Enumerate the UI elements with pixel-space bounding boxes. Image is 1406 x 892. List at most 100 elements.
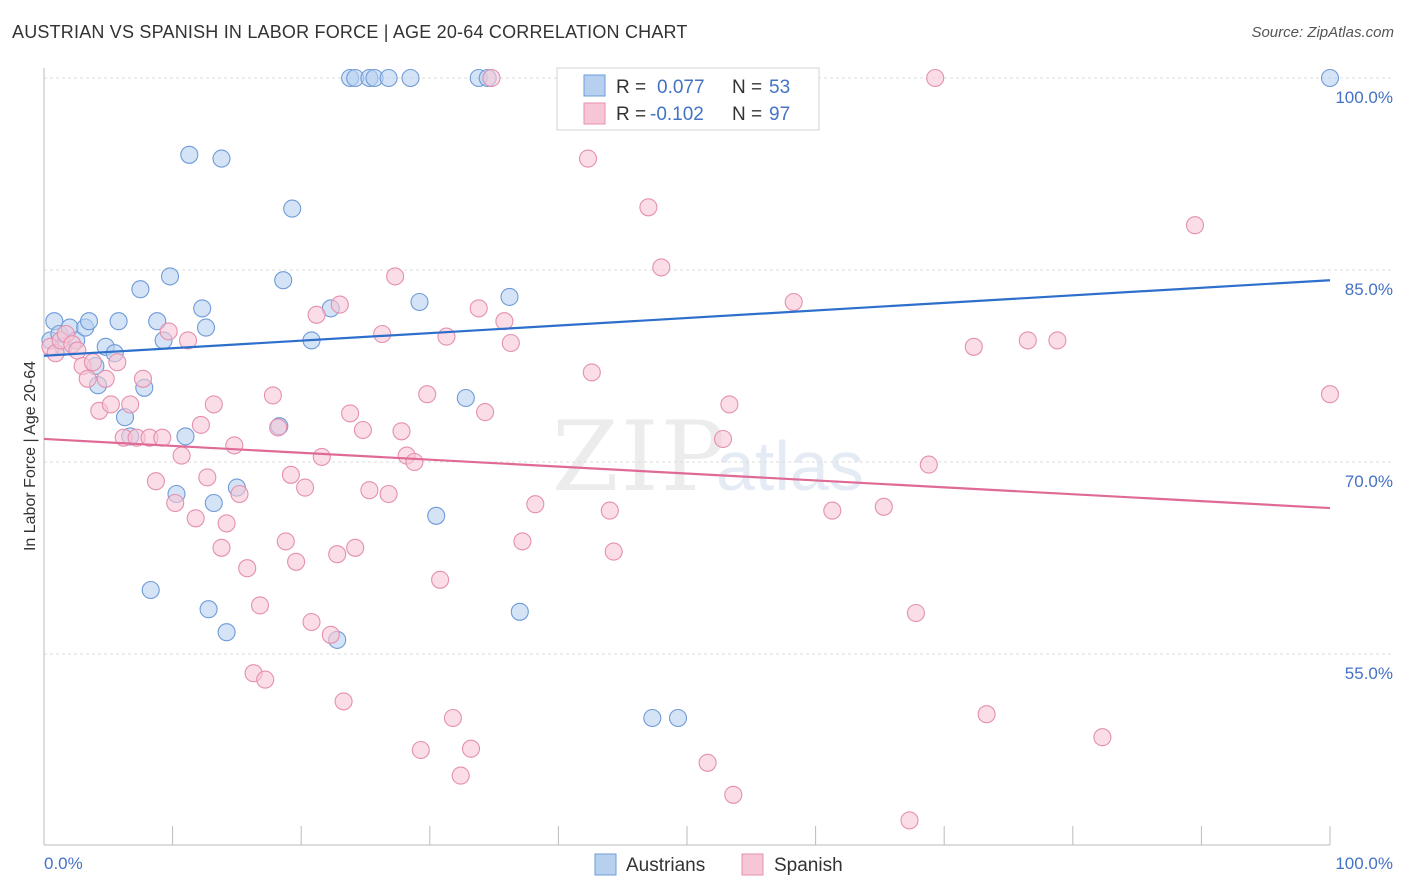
spanish-point-40	[287, 552, 306, 571]
watermark-zip: ZIP	[552, 401, 727, 513]
bottom-legend-swatch-austrians	[594, 853, 617, 876]
source-label: Source: ZipAtlas.com	[1251, 24, 1394, 41]
x-ticks	[172, 826, 1331, 845]
spanish-point-74	[600, 501, 619, 520]
spanish-point-25	[191, 415, 210, 434]
spanish-point-77	[652, 258, 671, 277]
spanish-point-36	[263, 386, 282, 405]
austrians-point-17	[141, 580, 160, 600]
spanish-point-21	[166, 493, 185, 513]
austrians-point-26	[199, 600, 218, 619]
legend-r-label-austrians: R =	[616, 77, 646, 98]
spanish-point-89	[964, 337, 983, 356]
spanish-point-66	[476, 403, 495, 422]
austrians-point-27	[204, 493, 223, 513]
spanish-point-53	[379, 484, 398, 504]
austrians-points	[41, 68, 1340, 728]
spanish-point-30	[225, 436, 244, 455]
spanish-point-85	[900, 811, 919, 830]
x-tick-label-100: 100.0%	[1335, 854, 1393, 873]
spanish-point-84	[874, 497, 893, 516]
spanish-point-14	[121, 395, 140, 414]
legend-n-spanish: 97	[769, 104, 790, 125]
spanish-point-35	[256, 670, 275, 689]
spanish-point-45	[321, 625, 340, 644]
spanish-point-81	[724, 785, 743, 804]
spanish-point-70	[513, 532, 532, 551]
spanish-point-67	[482, 68, 501, 88]
spanish-point-76	[639, 198, 658, 217]
austrians-point-23	[180, 145, 199, 164]
spanish-point-73	[582, 363, 601, 382]
trend-lines	[43, 279, 1331, 510]
spanish-point-19	[153, 428, 172, 447]
spanish-point-79	[713, 429, 733, 449]
spanish-point-52	[373, 324, 392, 344]
spanish-point-78	[698, 753, 717, 772]
spanish-point-12	[108, 353, 127, 372]
legend-swatch-spanish	[583, 102, 606, 125]
watermark: ZIP atlas	[552, 401, 864, 513]
spanish-point-46	[328, 545, 347, 564]
austrians-point-29	[217, 623, 236, 642]
spanish-point-26	[198, 468, 217, 487]
austrians-trend-line	[43, 279, 1331, 357]
spanish-point-23	[178, 331, 198, 350]
legend-n-austrians: 53	[769, 77, 790, 98]
spanish-point-88	[926, 68, 945, 88]
spanish-point-22	[172, 446, 191, 465]
spanish-point-59	[418, 385, 437, 404]
correlation-legend: R = 0.077 N = 53 R = -0.102 N = 97	[556, 67, 820, 131]
chart-title: AUSTRIAN VS SPANISH IN LABOR FORCE | AGE…	[12, 22, 688, 42]
austrians-point-15	[131, 280, 150, 299]
spanish-trend-line	[43, 437, 1331, 510]
spanish-point-10	[96, 369, 115, 388]
austrians-point-52	[1320, 68, 1340, 88]
austrians-point-7	[79, 312, 99, 331]
grid-lines	[44, 77, 1393, 655]
spanish-point-34	[250, 596, 270, 615]
x-tick-label-0: 0.0%	[44, 854, 83, 873]
spanish-point-69	[501, 333, 520, 353]
y-tick-label-85: 85.0%	[1345, 280, 1393, 299]
spanish-point-27	[204, 395, 223, 414]
spanish-point-68	[495, 312, 514, 331]
bottom-legend-spanish: Spanish	[774, 855, 843, 876]
austrians-point-51	[668, 708, 688, 728]
spanish-point-63	[451, 766, 470, 785]
spanish-point-31	[230, 484, 249, 504]
austrians-point-18	[148, 312, 167, 331]
austrians-point-42	[401, 68, 420, 88]
spanish-point-92	[1048, 331, 1067, 350]
spanish-point-71	[526, 495, 545, 514]
y-axis-title: In Labor Force | Age 20-64	[22, 361, 39, 551]
spanish-point-86	[906, 603, 925, 623]
austrians-point-32	[274, 271, 293, 290]
spanish-point-8	[83, 353, 102, 372]
legend-r-austrians: 0.077	[657, 77, 705, 98]
spanish-point-24	[186, 509, 205, 528]
y-tick-label-70: 70.0%	[1345, 472, 1393, 491]
spanish-point-44	[312, 447, 331, 466]
spanish-point-58	[411, 740, 430, 760]
spanish-point-20	[159, 322, 178, 341]
spanish-point-80	[720, 395, 739, 414]
austrians-point-41	[379, 68, 398, 88]
austrians-point-12	[109, 312, 128, 331]
spanish-point-11	[101, 395, 120, 414]
spanish-point-47	[334, 692, 353, 711]
spanish-point-55	[392, 422, 411, 441]
spanish-point-50	[353, 420, 372, 440]
spanish-point-43	[307, 305, 326, 324]
watermark-atlas: atlas	[716, 427, 864, 505]
austrians-point-43	[410, 292, 429, 312]
austrians-point-48	[500, 287, 519, 306]
austrians-point-28	[212, 149, 231, 168]
legend-r-spanish: -0.102	[650, 104, 704, 125]
spanish-point-82	[784, 292, 803, 312]
legend-n-label-spanish: N =	[732, 104, 762, 125]
spanish-point-54	[386, 267, 405, 286]
austrians-point-45	[456, 388, 475, 408]
legend-r-label-spanish: R =	[616, 104, 646, 125]
spanish-point-39	[281, 465, 300, 484]
